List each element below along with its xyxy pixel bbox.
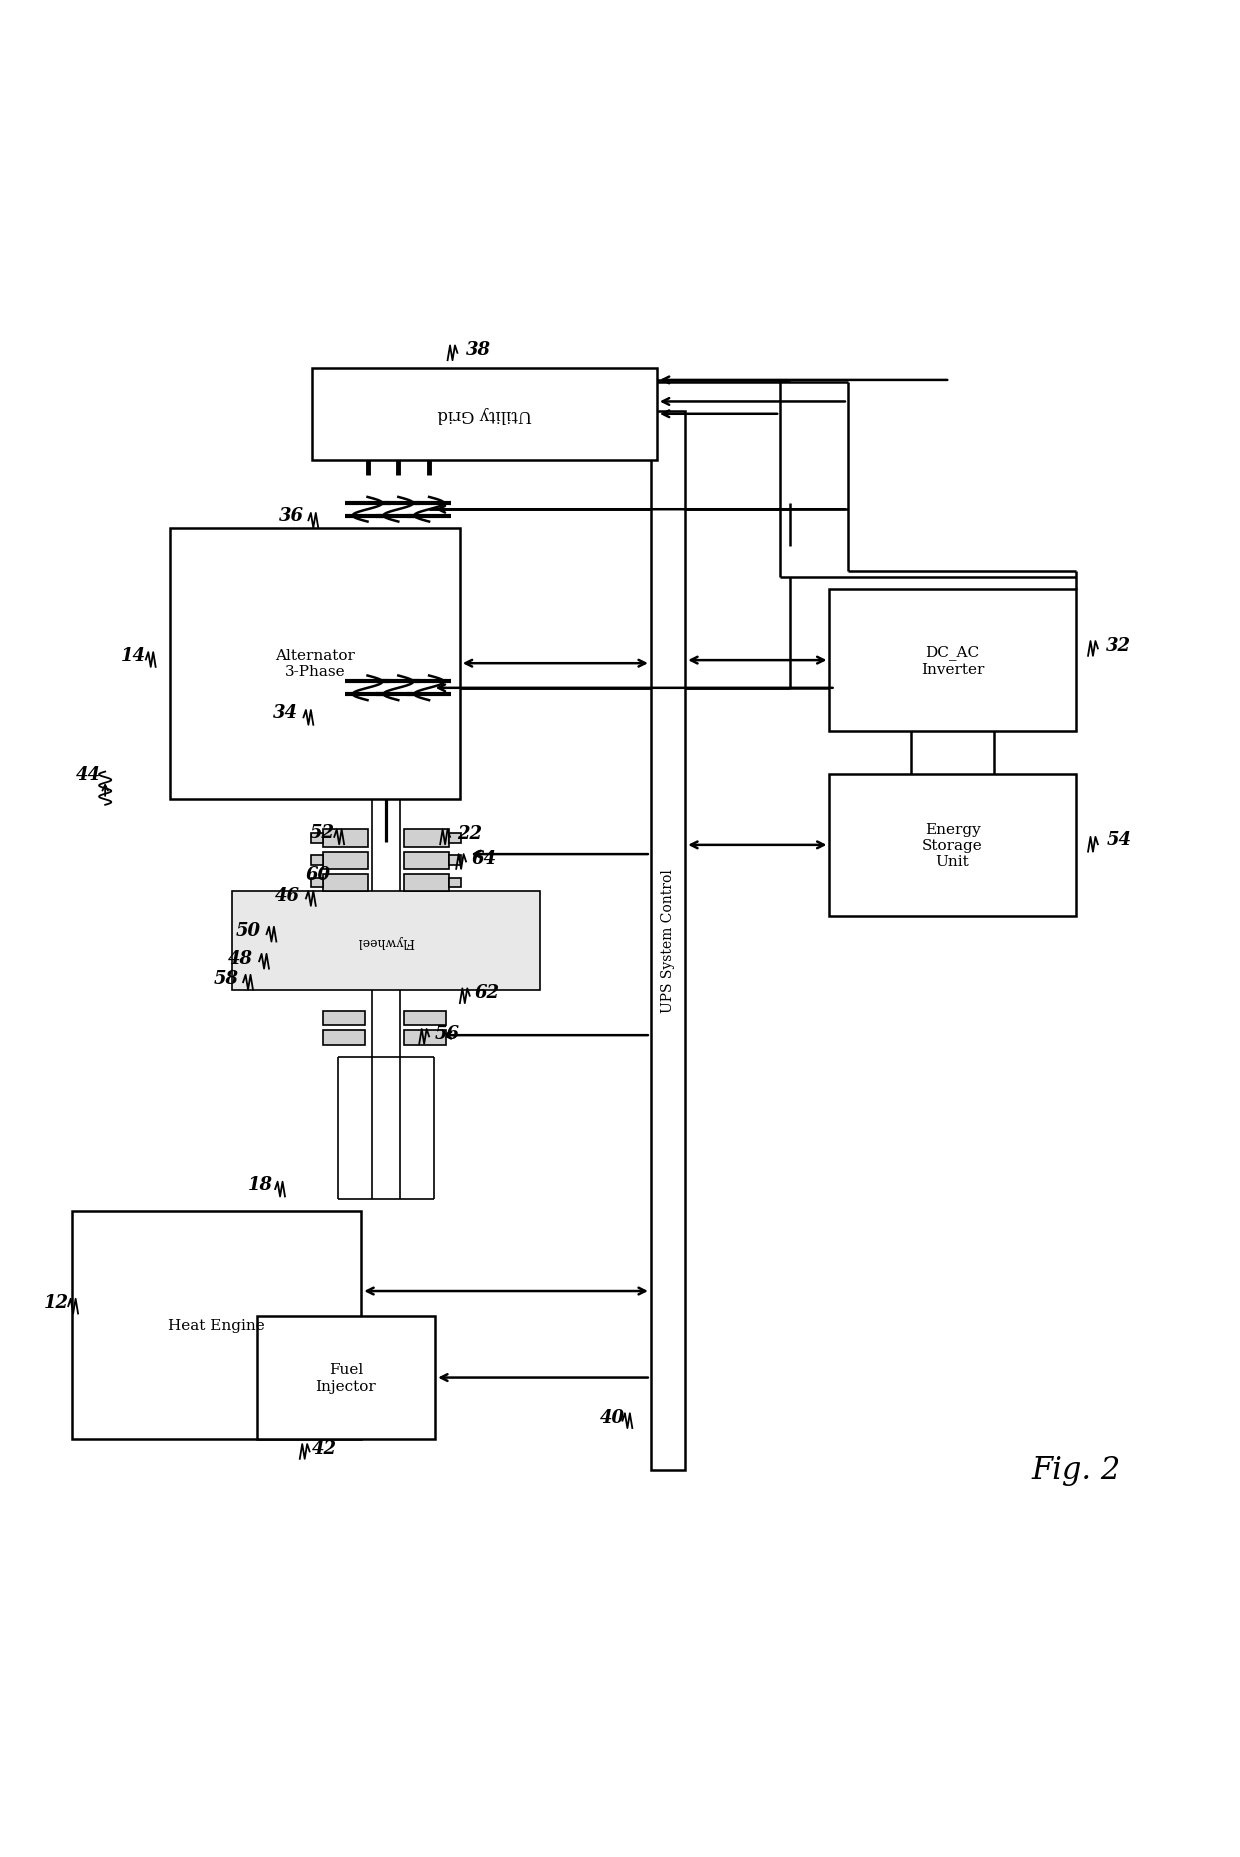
Bar	[404, 852, 449, 869]
Bar	[324, 852, 367, 869]
Text: 12: 12	[43, 1294, 68, 1311]
Text: Utility Grid: Utility Grid	[438, 407, 532, 423]
Bar	[232, 891, 539, 990]
Bar	[651, 412, 686, 1471]
Text: 46: 46	[275, 886, 300, 904]
Text: 18: 18	[248, 1175, 273, 1194]
Bar	[324, 1010, 365, 1025]
Bar	[449, 856, 461, 865]
Bar	[324, 875, 367, 891]
Text: 54: 54	[1106, 830, 1131, 849]
Text: 48: 48	[228, 949, 253, 967]
Text: 38: 38	[466, 342, 491, 358]
Text: 62: 62	[475, 984, 500, 1001]
Bar	[449, 878, 461, 888]
Bar	[324, 1031, 365, 1045]
Text: 56: 56	[435, 1025, 460, 1042]
Text: 50: 50	[236, 921, 260, 940]
Text: 40: 40	[600, 1408, 625, 1426]
Bar	[324, 830, 367, 847]
Bar	[404, 875, 449, 891]
Bar	[312, 368, 657, 461]
Text: Flywheel: Flywheel	[357, 934, 414, 947]
Text: 36: 36	[279, 507, 304, 526]
Text: 14: 14	[122, 646, 146, 665]
Bar	[404, 1031, 446, 1045]
Text: 64: 64	[472, 849, 497, 867]
Text: 60: 60	[306, 865, 331, 884]
Text: 32: 32	[1106, 637, 1131, 654]
Text: 34: 34	[273, 704, 298, 722]
Text: Heat Engine: Heat Engine	[169, 1318, 265, 1333]
Text: 42: 42	[312, 1439, 337, 1458]
Text: UPS System Control: UPS System Control	[661, 869, 675, 1012]
Text: DC_AC
Inverter: DC_AC Inverter	[921, 644, 985, 676]
Bar	[830, 591, 1076, 732]
Bar	[449, 834, 461, 843]
Text: Alternator
3-Phase: Alternator 3-Phase	[275, 648, 355, 680]
Bar	[404, 1010, 446, 1025]
Bar	[72, 1211, 361, 1439]
Text: 22: 22	[458, 825, 482, 843]
Text: Energy
Storage
Unit: Energy Storage Unit	[923, 823, 983, 869]
Text: 58: 58	[213, 969, 238, 988]
Text: 52: 52	[310, 823, 335, 841]
Bar	[311, 878, 324, 888]
Bar	[830, 774, 1076, 916]
Text: Fig. 2: Fig. 2	[1032, 1454, 1121, 1486]
Bar	[404, 830, 449, 847]
Bar	[311, 834, 324, 843]
Text: 44: 44	[76, 765, 100, 784]
Text: Fuel
Injector: Fuel Injector	[315, 1363, 376, 1393]
Bar	[170, 529, 460, 799]
Bar	[311, 856, 324, 865]
Bar	[257, 1317, 435, 1439]
